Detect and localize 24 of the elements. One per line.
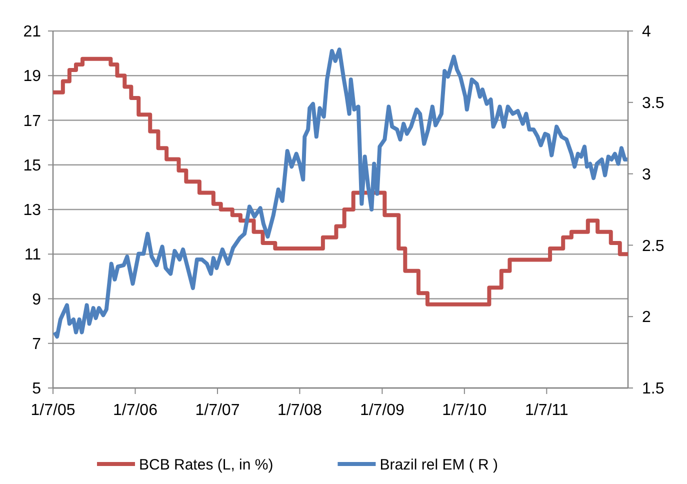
- y2-tick-label: 2: [642, 309, 651, 326]
- y2-tick-label: 3.5: [642, 95, 664, 112]
- x-tick-label: 1/7/08: [277, 402, 322, 419]
- x-tick-label: 1/7/11: [525, 402, 568, 419]
- x-tick-label: 1/7/05: [30, 402, 76, 419]
- y2-tick-label: 2.5: [642, 238, 664, 255]
- legend-label: BCB Rates (L, in %): [139, 456, 274, 474]
- y2-tick-label: 3: [642, 166, 651, 184]
- y-tick-label: 7: [32, 336, 42, 353]
- y-tick-label: 15: [23, 157, 42, 174]
- y-tick-label: 21: [23, 24, 42, 41]
- y2-tick-label: 4: [642, 24, 651, 41]
- y-tick-label: 11: [24, 246, 42, 264]
- y2-tick-label: 1.5: [642, 380, 664, 398]
- x-tick-label: 1/7/09: [360, 402, 405, 419]
- x-tick-label: 1/7/10: [442, 402, 487, 419]
- y-tick-label: 9: [32, 291, 42, 308]
- y-tick-label: 17: [23, 112, 42, 130]
- y-tick-label: 5: [32, 380, 42, 398]
- y-tick-label: 19: [23, 68, 42, 86]
- x-tick-label: 1/7/07: [195, 402, 240, 419]
- legend-label: Brazil rel EM ( R ): [380, 456, 498, 474]
- x-tick-label: 1/7/06: [112, 402, 158, 419]
- y-tick-label: 13: [23, 202, 42, 220]
